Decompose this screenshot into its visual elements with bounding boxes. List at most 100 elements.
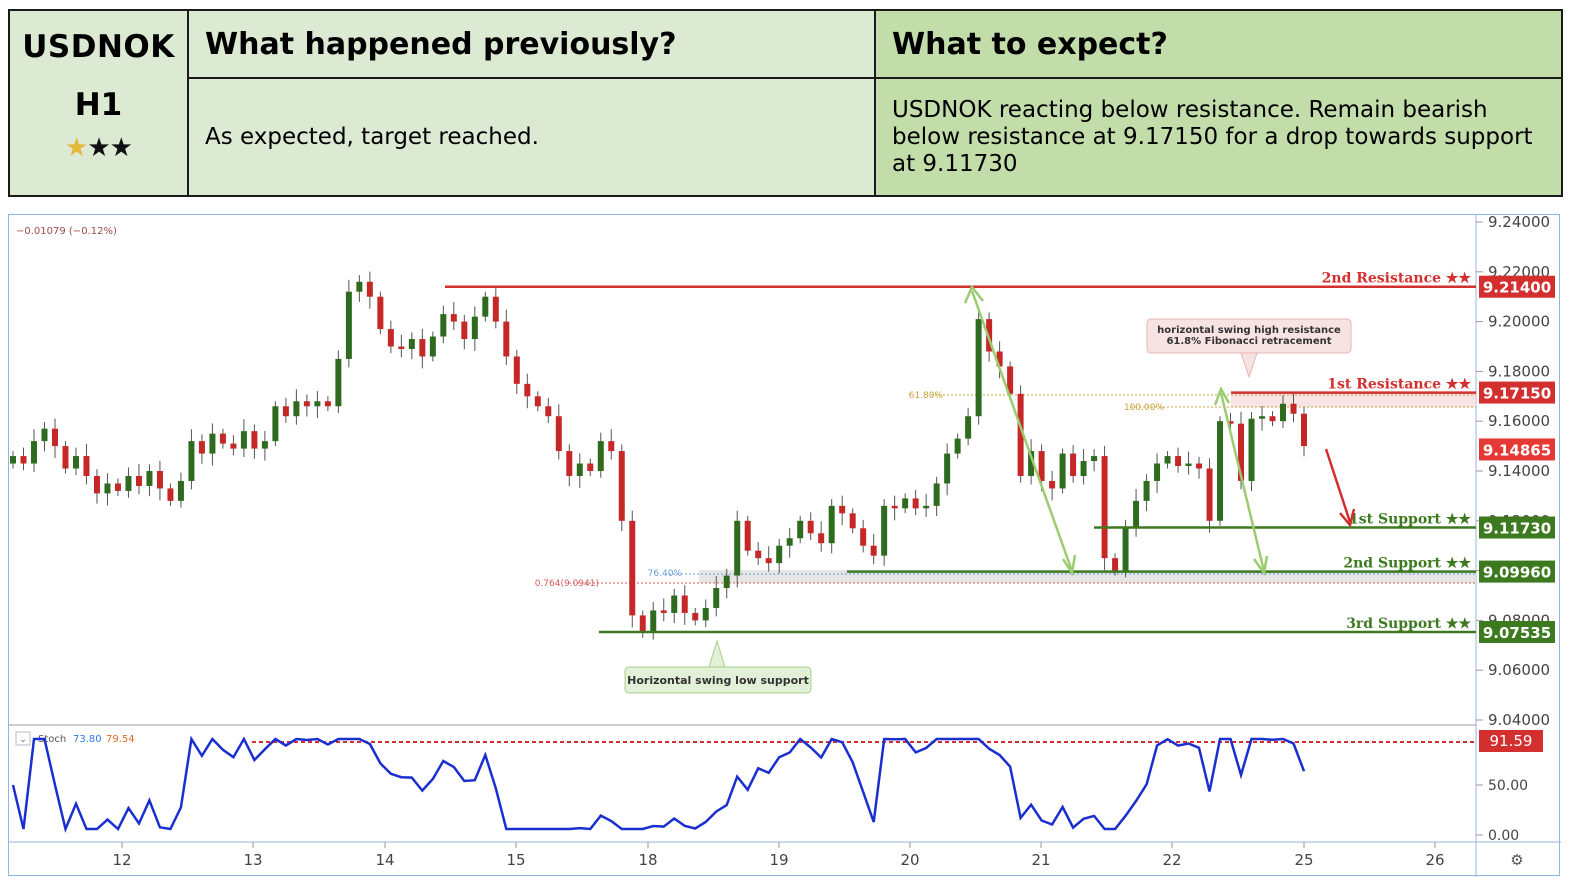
level-label: 1st Support ★★ [1349,512,1471,528]
candle-body [671,595,678,613]
arrowhead-up-2 [1213,386,1231,406]
candle-body [660,610,667,613]
price-chart[interactable]: −0.01079 (−0.12%) 9.240009.220009.200009… [9,215,1561,877]
candle-body [1154,463,1161,481]
candle-body [1017,393,1024,476]
y-tick-label: 9.24000 [1488,215,1550,231]
candle-body [534,396,541,407]
candle-body [1175,456,1182,467]
arrowhead-up [963,284,984,304]
candle-body [1217,421,1224,521]
candle-body [1112,558,1119,571]
candle-body [692,612,699,621]
candle-body [996,351,1003,367]
resistance-zone [1231,393,1476,407]
candle-body [198,441,205,454]
candle-body [1259,416,1266,419]
candle-body [83,456,90,476]
candle-body [902,498,909,509]
fib-100-label: 100.00% [1124,403,1164,413]
y-tick-label: 9.06000 [1488,661,1550,679]
candle-body [387,329,394,347]
candle-body [1143,480,1150,501]
price-tag-label: 9.14865 [1483,441,1551,459]
candle-body [104,483,111,494]
settings-gear-icon[interactable]: ⚙ [1510,851,1523,869]
candle-body [1059,453,1066,489]
arrowhead-down [1061,554,1077,577]
fib-764-label: 76.40% [648,569,683,579]
candle-body [734,520,741,576]
candle-body [1301,413,1307,447]
candle-body [240,431,247,449]
candle-body [975,319,982,417]
candle-body [513,356,520,384]
candle-body [314,401,321,407]
candle-body [797,520,804,539]
projection-arrows [963,284,1269,577]
candle-body [1269,416,1276,422]
candle-body [324,401,331,407]
stoch-line [11,735,1306,834]
x-tick-label: 19 [769,851,788,869]
candle-body [639,615,646,633]
levels: 2nd Resistance ★★ 9.21400 1st Resistance ★… [445,271,1555,643]
rating-stars: ★★★ [10,133,187,163]
change-readout: −0.01079 (−0.12%) [16,226,117,237]
price-tag-label: 9.21400 [1483,279,1551,297]
stoch-d: 79.54 [106,734,135,745]
candle-body [786,538,793,546]
candle-body [776,545,783,564]
candle-body [524,383,531,397]
candle-body [156,471,163,489]
candle-body [1227,421,1234,424]
candle-body [1028,451,1035,476]
candle-body [177,480,184,501]
price-tag-label: 9.07535 [1483,624,1551,642]
candle-body [62,446,69,469]
candle-body [713,588,720,608]
candle-body [1007,366,1014,394]
candle-body [629,520,636,616]
stoch-level-tag [1479,730,1543,752]
candle-body [681,595,688,613]
candle-body [461,321,468,340]
candle-body [818,533,825,544]
level-label: 2nd Support ★★ [1343,556,1471,572]
candle-body [272,406,279,442]
candle-body [20,456,27,464]
candle-body [482,296,489,317]
candle-body [933,483,940,506]
price-tag-label: 9.11730 [1483,520,1551,538]
x-tick-label: 20 [900,851,919,869]
swing-arrow-2 [1219,392,1266,572]
candle-body [492,296,499,322]
candle-body [345,291,352,359]
candle-body [923,505,930,509]
collapse-icon[interactable] [15,731,31,746]
candle-body [366,281,373,297]
y-tick-label: 9.18000 [1488,362,1550,380]
candle-body [335,358,342,407]
y-tick-label: 9.14000 [1488,462,1550,480]
x-tick-label: 18 [638,851,657,869]
candle-body [1133,500,1140,529]
star-gold-icon: ★ [65,133,88,163]
symbol-cell: USDNOK H1 ★★★ [8,9,189,197]
candle-body [72,456,79,469]
candle-body [419,339,426,357]
candle-body [723,575,730,589]
candle-body [618,451,625,521]
candle-body [870,545,877,556]
y-tick-label: 9.20000 [1488,313,1550,331]
candle-body [125,475,132,491]
candle-body [1101,456,1108,559]
candle-body [471,316,478,340]
chart-panel[interactable]: −0.01079 (−0.12%) 9.24000 9.22000 9.20000 9… [8,214,1561,877]
support-note: Horizontal swing low support [627,674,809,687]
candle-body [1070,453,1077,476]
candle-body [597,441,604,471]
price-tag [1479,381,1555,404]
candles [10,271,1307,640]
x-tick-label: 15 [506,851,525,869]
